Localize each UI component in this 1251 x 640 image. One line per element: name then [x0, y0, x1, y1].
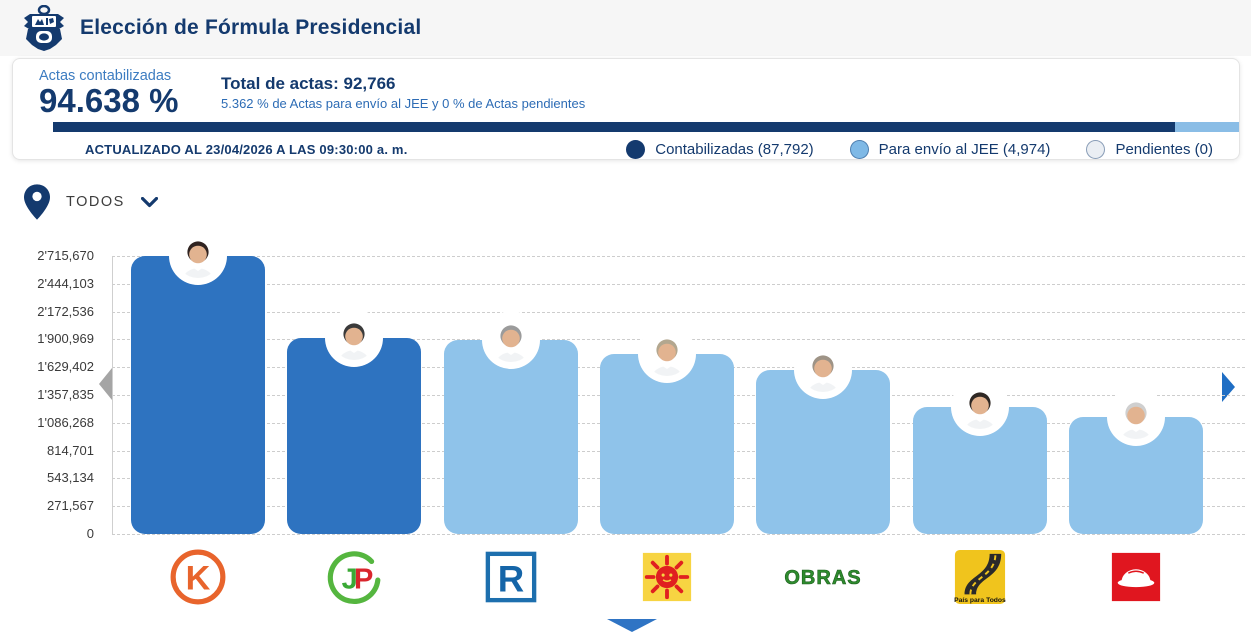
y-axis-tick-label: 0 — [86, 526, 94, 541]
peru-coat-of-arms-icon — [24, 5, 64, 51]
actas-progress-fill — [53, 121, 1176, 132]
party-logo-1[interactable]: K — [153, 548, 243, 606]
legend-label-para-envio: Para envío al JEE (4,974) — [878, 140, 1051, 158]
candidate-avatar-1 — [176, 234, 220, 278]
bar-candidate-3[interactable] — [444, 340, 578, 534]
y-axis-tick-label: 2'444,103 — [37, 275, 94, 291]
actas-legend: Contabilizadas (87,792) Para envío al JE… — [626, 139, 1213, 159]
party-logo-7[interactable] — [1091, 548, 1181, 606]
svg-text:K: K — [186, 559, 211, 597]
candidate-photo — [958, 385, 1002, 429]
candidate-photo — [645, 332, 689, 376]
candidate-avatar-3 — [489, 318, 533, 362]
candidate-avatar-4 — [645, 332, 689, 376]
chevron-down-icon — [140, 196, 158, 207]
location-pin-icon — [24, 184, 50, 220]
legend-dot-contabilizadas — [626, 139, 646, 159]
candidate-avatar-2 — [332, 316, 376, 360]
scroll-right-arrow-icon[interactable] — [1222, 372, 1235, 402]
y-axis-tick-label: 543,134 — [47, 470, 94, 486]
legend-label-pendientes: Pendientes (0) — [1115, 140, 1213, 158]
y-axis-tick-label: 814,701 — [47, 442, 94, 458]
y-axis-line — [112, 256, 113, 534]
page-title: Elección de Fórmula Presidencial — [80, 16, 422, 39]
stats-row: Actas contabilizadas 94.638 % Total de a… — [39, 66, 1225, 119]
svg-text:R: R — [498, 558, 524, 599]
total-actas-block: Total de actas: 92,766 5.362 % de Actas … — [221, 66, 585, 111]
y-axis-tick-label: 271,567 — [47, 498, 94, 514]
scroll-left-arrow-icon[interactable] — [99, 368, 112, 400]
candidate-photo — [801, 348, 845, 392]
actas-contabilizadas-percent: 94.638 % — [39, 82, 179, 119]
candidate-photo — [176, 234, 220, 278]
actas-breakdown-text: 5.362 % de Actas para envío al JEE y 0 %… — [221, 96, 586, 111]
gridline — [112, 283, 1245, 285]
party-logo-4[interactable] — [622, 548, 712, 606]
legend-dot-para-envio — [849, 139, 869, 159]
bar-candidate-2[interactable] — [287, 338, 421, 534]
svg-text:País para Todos: País para Todos — [954, 597, 1006, 604]
gridline — [112, 311, 1245, 313]
candidate-avatar-7 — [1114, 395, 1158, 439]
y-axis-tick-label: 2'715,670 — [37, 248, 94, 263]
candidate-photo — [1114, 395, 1158, 439]
actas-progress-bar — [53, 121, 1239, 132]
candidate-photo — [332, 316, 376, 360]
actas-summary-card: Actas contabilizadas 94.638 % Total de a… — [12, 58, 1240, 160]
legend-item-contabilizadas: Contabilizadas (87,792) — [626, 139, 814, 159]
party-logo-3[interactable]: R — [466, 548, 556, 606]
results-bar-chart: 2'715,670 2'444,103 2'172,536 1'900,969 1'62… — [0, 227, 1251, 640]
y-axis-tick-label: 1'357,835 — [37, 387, 94, 402]
last-updated-text: ACTUALIZADO AL 23/04/2026 A LAS 09:30:00… — [85, 141, 408, 157]
party-logo-6[interactable]: País para Todos — [935, 548, 1025, 606]
legend-dot-pendientes — [1086, 139, 1106, 159]
legend-label-contabilizadas: Contabilizadas (87,792) — [655, 140, 814, 158]
legend-item-pendientes: Pendientes (0) — [1086, 139, 1213, 159]
app-header: Elección de Fórmula Presidencial — [0, 0, 1251, 56]
location-filter-value: TODOS — [66, 194, 125, 210]
y-axis-tick-label: 1'629,402 — [37, 359, 94, 375]
scroll-down-arrow-icon[interactable] — [607, 619, 657, 632]
card-bottom-row: ACTUALIZADO AL 23/04/2026 A LAS 09:30:00… — [39, 139, 1225, 159]
y-axis-tick-label: 2'172,536 — [37, 303, 94, 319]
gridline — [112, 534, 1245, 535]
total-actas-label: Total de actas: 92,766 — [221, 74, 396, 93]
bar-candidate-1[interactable] — [131, 256, 265, 534]
legend-item-para-envio: Para envío al JEE (4,974) — [849, 139, 1051, 159]
candidate-avatar-5 — [801, 348, 845, 392]
actas-contabilizadas-label: Actas contabilizadas — [39, 68, 172, 84]
actas-contabilizadas-block: Actas contabilizadas 94.638 % — [39, 66, 189, 119]
y-axis-tick-label: 1'900,969 — [37, 331, 94, 347]
candidate-photo — [489, 318, 533, 362]
y-axis-tick-label: 1'086,268 — [37, 414, 94, 430]
bar-candidate-4[interactable] — [600, 354, 734, 534]
party-logo-5[interactable]: OBRAS — [778, 548, 868, 606]
svg-text:J: J — [342, 563, 358, 595]
location-filter-dropdown[interactable]: TODOS — [24, 182, 158, 222]
svg-text:P: P — [354, 563, 373, 595]
svg-text:OBRAS: OBRAS — [784, 567, 861, 589]
candidate-avatar-6 — [958, 385, 1002, 429]
gridline — [112, 256, 1245, 257]
